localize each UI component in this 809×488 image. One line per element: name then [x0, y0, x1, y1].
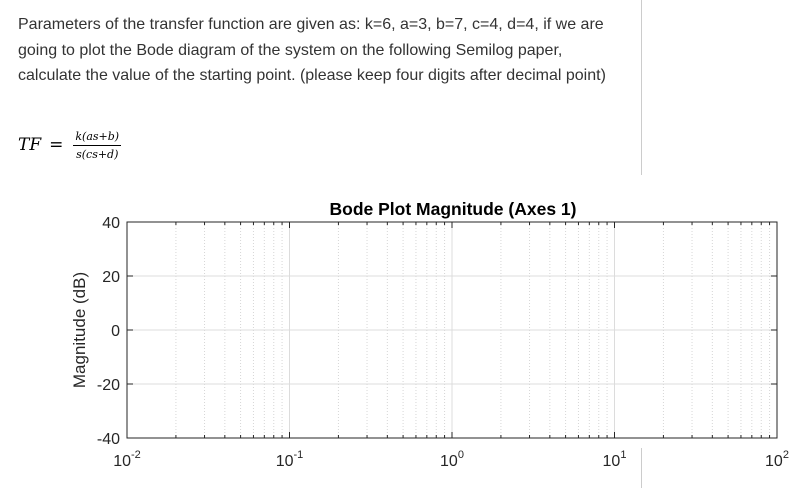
grid-layer: [127, 222, 777, 438]
formula-equals: =: [49, 135, 64, 155]
y-tick-label: 20: [102, 269, 120, 286]
x-tick-label-exponent: 0: [458, 449, 464, 461]
formula-fraction: k(as+b) s(cs+d): [73, 129, 122, 161]
x-tick-label-exponent: 2: [783, 449, 789, 461]
column-divider-bottom: [641, 448, 642, 488]
x-tick-label-base: 10: [440, 453, 458, 470]
x-tick-label: 100: [440, 449, 464, 470]
formula-denominator: s(cs+d): [76, 147, 119, 161]
column-divider-top: [641, 0, 642, 175]
x-tick-label-exponent: -2: [131, 449, 141, 461]
x-tick-label-exponent: -1: [294, 449, 304, 461]
x-tick-label-exponent: 1: [620, 449, 626, 461]
formula-lhs: TF: [18, 135, 42, 155]
y-tick-label: -40: [97, 431, 120, 448]
x-tick-label: 10-1: [276, 449, 304, 470]
y-axis-label: Magnitude (dB): [70, 272, 89, 388]
fraction-bar: [73, 144, 122, 146]
x-tick-label: 102: [765, 449, 789, 470]
y-tick-label: 0: [111, 323, 120, 340]
x-tick-label: 10-2: [113, 449, 141, 470]
question-text: Parameters of the transfer function are …: [18, 16, 606, 84]
formula-numerator: k(as+b): [75, 129, 120, 143]
transfer-function-formula: TF = k(as+b) s(cs+d): [18, 122, 122, 168]
x-tick-label-base: 10: [113, 453, 131, 470]
x-tick-label-base: 10: [765, 453, 783, 470]
chart-title: Bode Plot Magnitude (Axes 1): [330, 199, 577, 219]
x-tick-label-base: 10: [603, 453, 621, 470]
y-tick-label: -20: [97, 377, 120, 394]
y-tick-label: 40: [102, 215, 120, 232]
x-tick-label: 101: [603, 449, 627, 470]
x-tick-label-base: 10: [276, 453, 294, 470]
tick-layer: [126, 221, 778, 439]
